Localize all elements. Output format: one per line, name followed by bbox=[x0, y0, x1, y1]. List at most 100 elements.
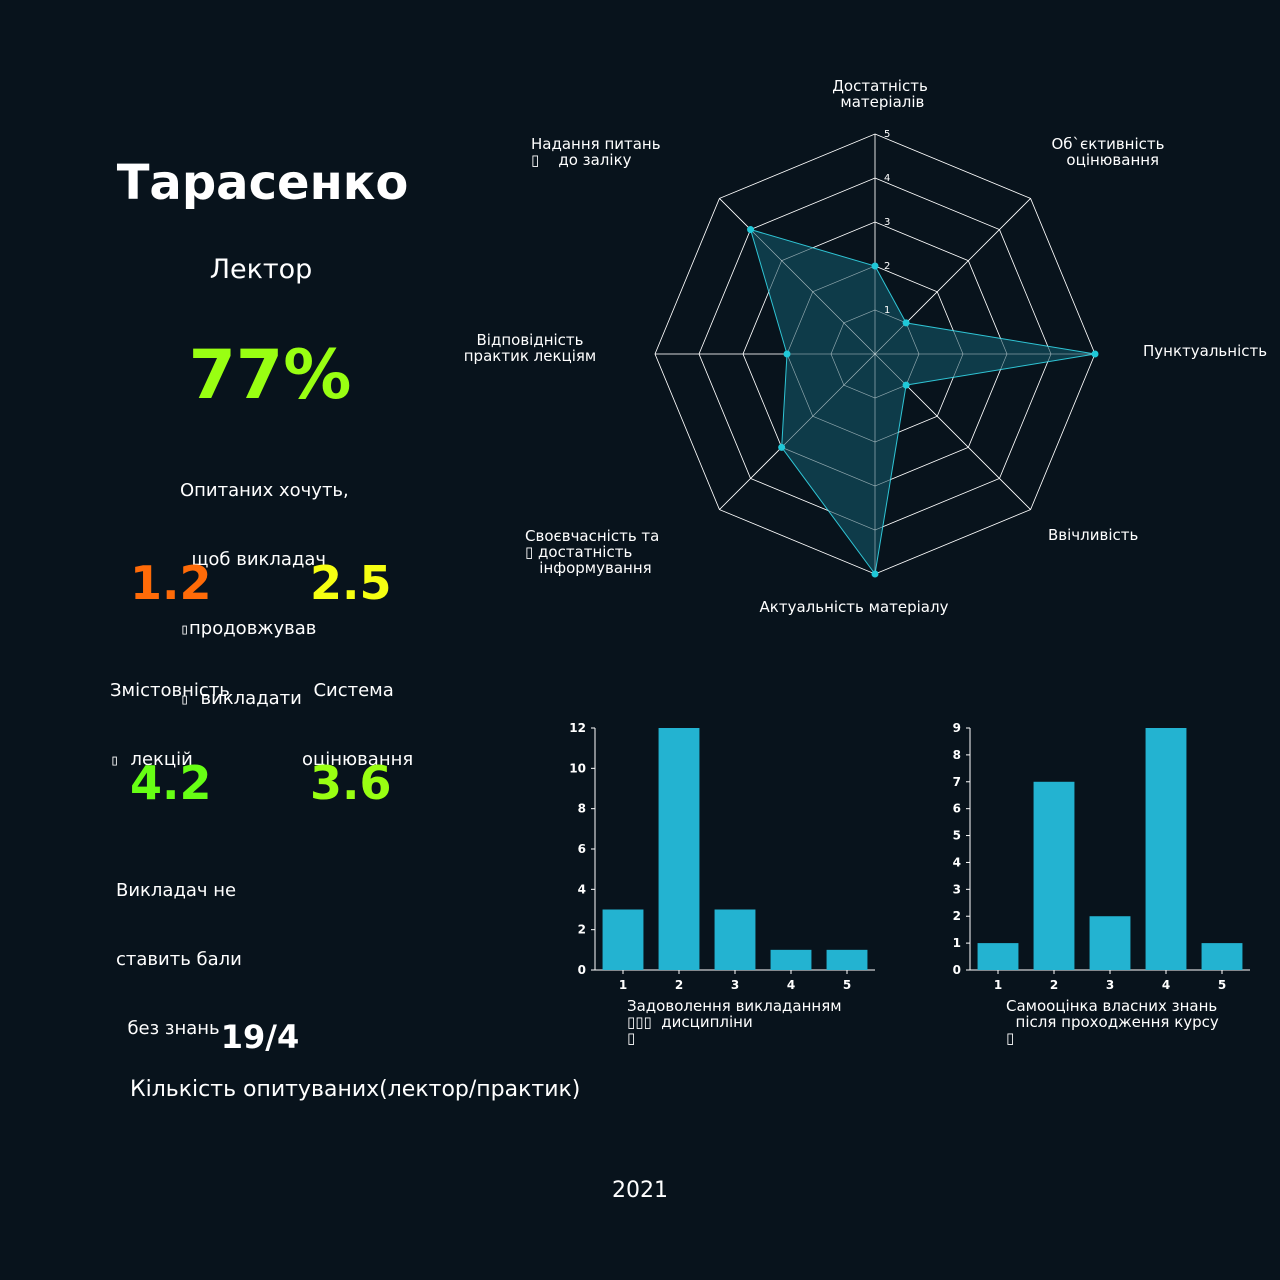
radar-spoke-overlay bbox=[719, 198, 876, 355]
continue-caption-line-2: щоб викладач bbox=[180, 549, 327, 570]
bar-x-axis-label: ▯ bbox=[1006, 1029, 1014, 1047]
radar-point bbox=[902, 319, 910, 327]
bar bbox=[1201, 943, 1243, 970]
radar-point bbox=[747, 226, 755, 234]
continue-caption-line-1: Опитаних хочуть, bbox=[180, 480, 349, 501]
bar-y-tick-label: 7 bbox=[953, 775, 961, 789]
lecturer-name: Тарасенко bbox=[116, 155, 409, 211]
continue-percent: 77% bbox=[188, 336, 352, 415]
radar-axis-label: Актуальність матеріалу bbox=[760, 598, 949, 616]
continue-caption-line-4: ▯ викладати bbox=[180, 687, 349, 711]
bar-x-axis-label: ▯▯▯ дисципліни bbox=[627, 1013, 753, 1031]
radar-spoke-overlay bbox=[874, 198, 1031, 355]
bar-x-tick-label: 3 bbox=[731, 978, 739, 992]
score-content-label: Змістовність ▯ лекцій bbox=[110, 633, 230, 795]
radar-axis-label: Об`єктивність bbox=[1052, 135, 1165, 153]
radar-axis-label: інформування bbox=[525, 559, 652, 577]
bar-y-tick-label: 12 bbox=[569, 721, 586, 735]
bar-y-tick-label: 4 bbox=[953, 855, 961, 869]
score-content-label-text: лекцій bbox=[119, 749, 193, 770]
bar-x-tick-label: 2 bbox=[1050, 978, 1058, 992]
missing-glyph-icon: ▯ bbox=[110, 751, 120, 769]
radar-point bbox=[902, 381, 910, 389]
bar bbox=[1089, 916, 1131, 970]
bar-y-tick-label: 10 bbox=[569, 761, 586, 775]
bar-x-tick-label: 4 bbox=[1162, 978, 1170, 992]
lecturer-role: Лектор bbox=[209, 254, 313, 285]
score-fair-grading: 4.2 bbox=[130, 756, 212, 810]
score-content: 1.2 bbox=[130, 556, 212, 610]
bar-x-tick-label: 5 bbox=[843, 978, 851, 992]
respondents-count: 19/4 bbox=[220, 1018, 300, 1056]
score-content-label-line-1: Змістовність bbox=[110, 680, 230, 701]
continue-caption: Опитаних хочуть, щоб викладач ▯продовжув… bbox=[180, 433, 349, 734]
bar-x-tick-label: 1 bbox=[619, 978, 627, 992]
bar-y-tick-label: 2 bbox=[953, 909, 961, 923]
score-fair-grading-label-line-3: без знань bbox=[116, 1018, 220, 1039]
radar-axis-label: Своєвчасність та bbox=[525, 527, 659, 545]
radar-axis-label: Пунктуальність bbox=[1143, 342, 1267, 360]
score-assessment-label-line-1: Система bbox=[302, 680, 394, 701]
radar-grid-ring-overlay bbox=[786, 265, 964, 443]
radar-grid-ring-overlay bbox=[742, 221, 1008, 487]
bar-y-tick-label: 9 bbox=[953, 721, 961, 735]
continue-caption-word: продовжував bbox=[189, 618, 317, 639]
missing-glyph-icon: ▯ bbox=[180, 690, 190, 708]
radar-spoke-overlay bbox=[719, 353, 876, 510]
radar-tick-label: 1 bbox=[884, 305, 890, 316]
score-assessment-label: Система оцінювання bbox=[302, 633, 413, 794]
score-fair-grading-label-line-1: Викладач не bbox=[116, 880, 237, 901]
bar-y-tick-label: 5 bbox=[953, 829, 961, 843]
radar-chart: 1 2 3 4 5 Достатність матеріалів Об`єктивність… bbox=[464, 77, 1267, 616]
bar bbox=[658, 728, 700, 970]
radar-grid-ring-overlay bbox=[830, 309, 920, 399]
bar bbox=[770, 949, 812, 970]
score-fair-grading-label-line-2: ставить бали bbox=[116, 949, 242, 970]
bar bbox=[602, 909, 644, 970]
respondents-label: Кількість опитуваних(лектор/практик) bbox=[130, 1077, 581, 1102]
bar bbox=[1033, 781, 1075, 970]
bar-x-axis-label: після проходження курсу bbox=[1006, 1013, 1219, 1031]
radar-axis-label: ▯ до заліку bbox=[531, 151, 632, 169]
year: 2021 bbox=[612, 1178, 668, 1203]
radar-axis-label: матеріалів bbox=[836, 93, 925, 111]
radar-tick-label: 4 bbox=[884, 173, 890, 184]
radar-point bbox=[871, 262, 879, 270]
radar-point bbox=[1091, 350, 1099, 358]
bar-y-tick-label: 0 bbox=[953, 963, 961, 977]
bar-y-tick-label: 1 bbox=[953, 936, 961, 950]
radar-axis-label: Надання питань bbox=[531, 135, 661, 153]
bar-x-axis-label: Самооцінка власних знань bbox=[1006, 997, 1217, 1015]
score-fair-grading-label: Викладач не ставить бали без знань bbox=[116, 833, 242, 1063]
radar-point bbox=[783, 350, 791, 358]
bar bbox=[977, 943, 1019, 970]
bar-x-tick-label: 3 bbox=[1106, 978, 1114, 992]
radar-point bbox=[778, 443, 786, 451]
bar-x-axis-label: ▯ bbox=[627, 1029, 635, 1047]
bar bbox=[714, 909, 756, 970]
radar-axis-label: Ввічливість bbox=[1048, 526, 1138, 544]
radar-axis-label: Достатність bbox=[832, 77, 928, 95]
bar-x-tick-label: 5 bbox=[1218, 978, 1226, 992]
score-assessment-label-line-2: оцінювання bbox=[302, 749, 414, 770]
radar-axis-label: практик лекціям bbox=[464, 347, 597, 365]
radar-axis-label: ▯ достатність bbox=[525, 543, 632, 561]
continue-caption-line-3: ▯продовжував bbox=[180, 617, 349, 641]
score-fourth: 3.6 bbox=[310, 756, 392, 810]
radar-tick-label: 3 bbox=[884, 217, 890, 228]
bar-y-tick-label: 8 bbox=[578, 802, 586, 816]
bar-y-tick-label: 8 bbox=[953, 748, 961, 762]
radar-tick-label: 2 bbox=[884, 261, 890, 272]
score-content-label-line-2: ▯ лекцій bbox=[110, 748, 230, 772]
bar bbox=[1145, 728, 1187, 970]
bar-y-tick-label: 0 bbox=[578, 963, 586, 977]
missing-glyph-icon: ▯ bbox=[180, 620, 190, 638]
radar-axis-label: Відповідність bbox=[477, 331, 584, 349]
bar-x-tick-label: 4 bbox=[787, 978, 795, 992]
bar-y-tick-label: 2 bbox=[578, 923, 586, 937]
radar-spoke-overlay bbox=[874, 353, 1031, 510]
radar-grid-ring-overlay bbox=[698, 177, 1052, 531]
